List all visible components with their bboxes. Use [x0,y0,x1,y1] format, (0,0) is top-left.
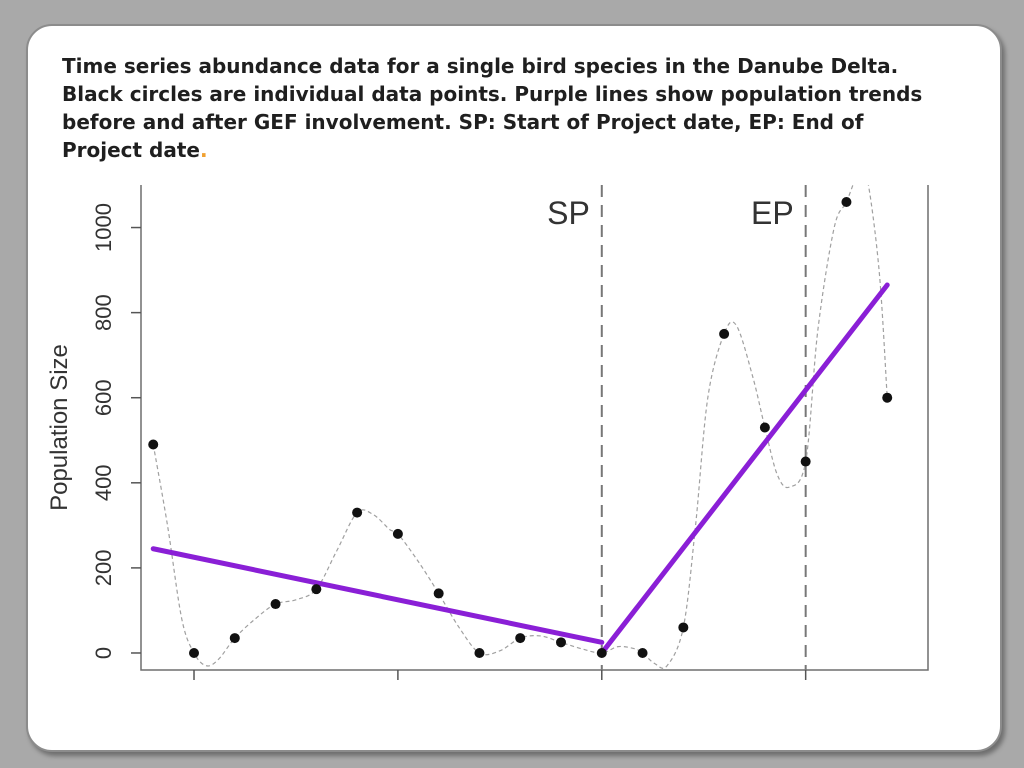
smoothed-trend-line [152,185,888,669]
caption-end-dot: . [200,138,208,162]
data-point [882,392,893,403]
data-point [719,328,730,339]
y-tick-label: 400 [91,464,116,501]
y-tick-label: 600 [91,379,116,416]
trend-line-after [599,282,890,656]
vline-label-ep: EP [751,195,794,231]
data-point [515,633,526,644]
y-tick-label: 200 [91,550,116,587]
data-point [433,588,444,599]
data-point [229,633,240,644]
trend-line-before [150,546,605,645]
data-point [189,647,200,658]
data-point [637,647,648,658]
data-point [270,599,281,610]
y-tick-label: 0 [91,647,116,659]
y-axis-label: Population Size [46,344,73,511]
plot-frame [140,185,929,671]
data-point [474,647,485,658]
data-point [800,456,811,467]
data-point [392,528,403,539]
caption-text: Time series abundance data for a single … [62,54,923,162]
data-point [596,647,607,658]
data-point [556,637,567,648]
data-point [352,507,363,518]
data-point [759,422,770,433]
figure-caption: Time series abundance data for a single … [62,52,942,164]
y-tick-label: 800 [91,294,116,331]
slide-card [26,24,1002,752]
population-chart: 0 200 400 600 800 1000 Population Size SP EP [46,185,929,680]
data-point [841,197,852,208]
plot-area [148,185,893,670]
y-tick-label: 1000 [91,203,116,252]
data-point [148,439,159,450]
vline-label-sp: SP [547,195,590,231]
data-point [678,622,689,633]
data-point [311,584,322,595]
